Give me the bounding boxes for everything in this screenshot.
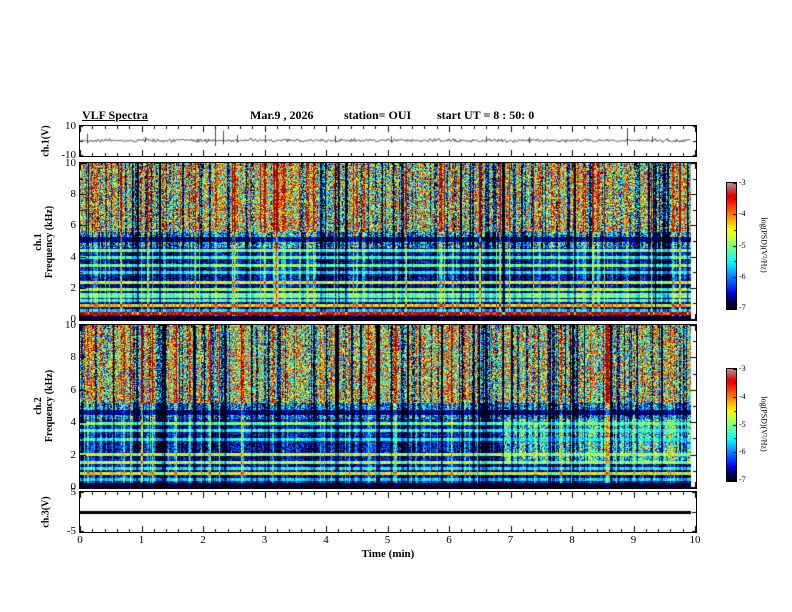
figure-title: VLF Spectra [82, 108, 148, 122]
y-tick-label: 0 [70, 313, 77, 325]
colorbar-tick-label: -6 [739, 271, 746, 281]
colorbar-ch1 [726, 182, 737, 310]
colorbar-tick-label: -4 [739, 391, 746, 401]
colorbar-tick-label: -3 [739, 364, 746, 373]
x-tick-label: 9 [630, 534, 637, 546]
x-tick-label: 2 [200, 534, 206, 546]
y-tick-label: 2 [70, 448, 77, 461]
station-label: station= OUI [344, 108, 412, 122]
y-tick-label: 4 [70, 416, 77, 429]
x-tick-label: 7 [507, 534, 514, 546]
colorbar-tick-label: -7 [739, 475, 746, 484]
y-tick-label: -5 [66, 525, 76, 537]
ch2-spectrogram-panel [79, 324, 697, 489]
start-ut-label: start UT = 8 : 50: 0 [437, 108, 535, 122]
colorbar-tick-label: -5 [739, 240, 746, 250]
x-tick-label: 6 [446, 534, 452, 546]
x-tick-label: 10 [689, 534, 701, 546]
colorbar-tick-label: -7 [739, 303, 746, 312]
y-tick-label: 4 [70, 250, 77, 263]
y-tick-label: 6 [70, 383, 77, 396]
date-label: Mar.9 , 2026 [250, 108, 314, 122]
x-tick-label: 4 [323, 534, 329, 546]
ch1-spectrogram-panel [79, 162, 697, 321]
colorbar-ch2 [726, 368, 737, 482]
y-tick-label: -10 [61, 149, 76, 161]
colorbar-ch2-label: log(PSD)(V²/Hz) [759, 396, 769, 452]
x-tick-label: 1 [138, 534, 145, 546]
colorbar-ch1-label: log(PSD)(V²/Hz) [759, 217, 769, 273]
y-tick-label: 8 [70, 188, 77, 201]
colorbar-tick-label: -3 [739, 178, 746, 187]
x-axis-label: Time (min) [361, 548, 415, 560]
y-tick-label: 10 [65, 120, 76, 132]
y-tick-label: 6 [70, 219, 77, 232]
y-tick-label: 10 [65, 319, 76, 331]
y-tick-label: 10 [65, 157, 76, 169]
x-tick-label: 5 [384, 534, 391, 546]
ch2-frequency-axis-label: ch.2 Frequency (kHz) [33, 369, 55, 443]
y-tick-label: 5 [70, 486, 77, 498]
colorbar-tick-label: -5 [739, 419, 746, 429]
y-tick-label: 0 [70, 481, 77, 493]
y-tick-label: 2 [70, 281, 77, 294]
colorbar-tick-label: -4 [739, 209, 746, 219]
x-tick-label: 8 [569, 534, 575, 546]
ch1-frequency-axis-label: ch.1 Frequency (kHz) [33, 205, 55, 279]
x-tick-label: 3 [261, 534, 268, 546]
ch3-waveform-panel [79, 491, 697, 533]
colorbar-tick-label: -6 [739, 447, 746, 457]
ch3-voltage-axis-label: ch.3(V) [40, 496, 52, 528]
ch1-waveform-panel [79, 125, 697, 157]
x-tick-label: 0 [77, 534, 83, 546]
y-tick-label: 8 [70, 351, 77, 364]
